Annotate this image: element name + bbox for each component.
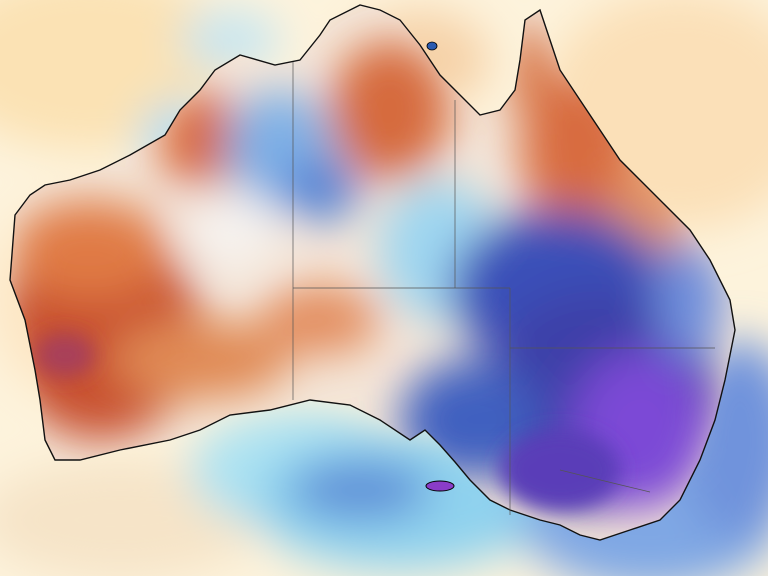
island	[426, 41, 438, 51]
state-borders	[292, 62, 715, 515]
kangaroo-island	[425, 480, 455, 492]
border	[559, 469, 651, 493]
